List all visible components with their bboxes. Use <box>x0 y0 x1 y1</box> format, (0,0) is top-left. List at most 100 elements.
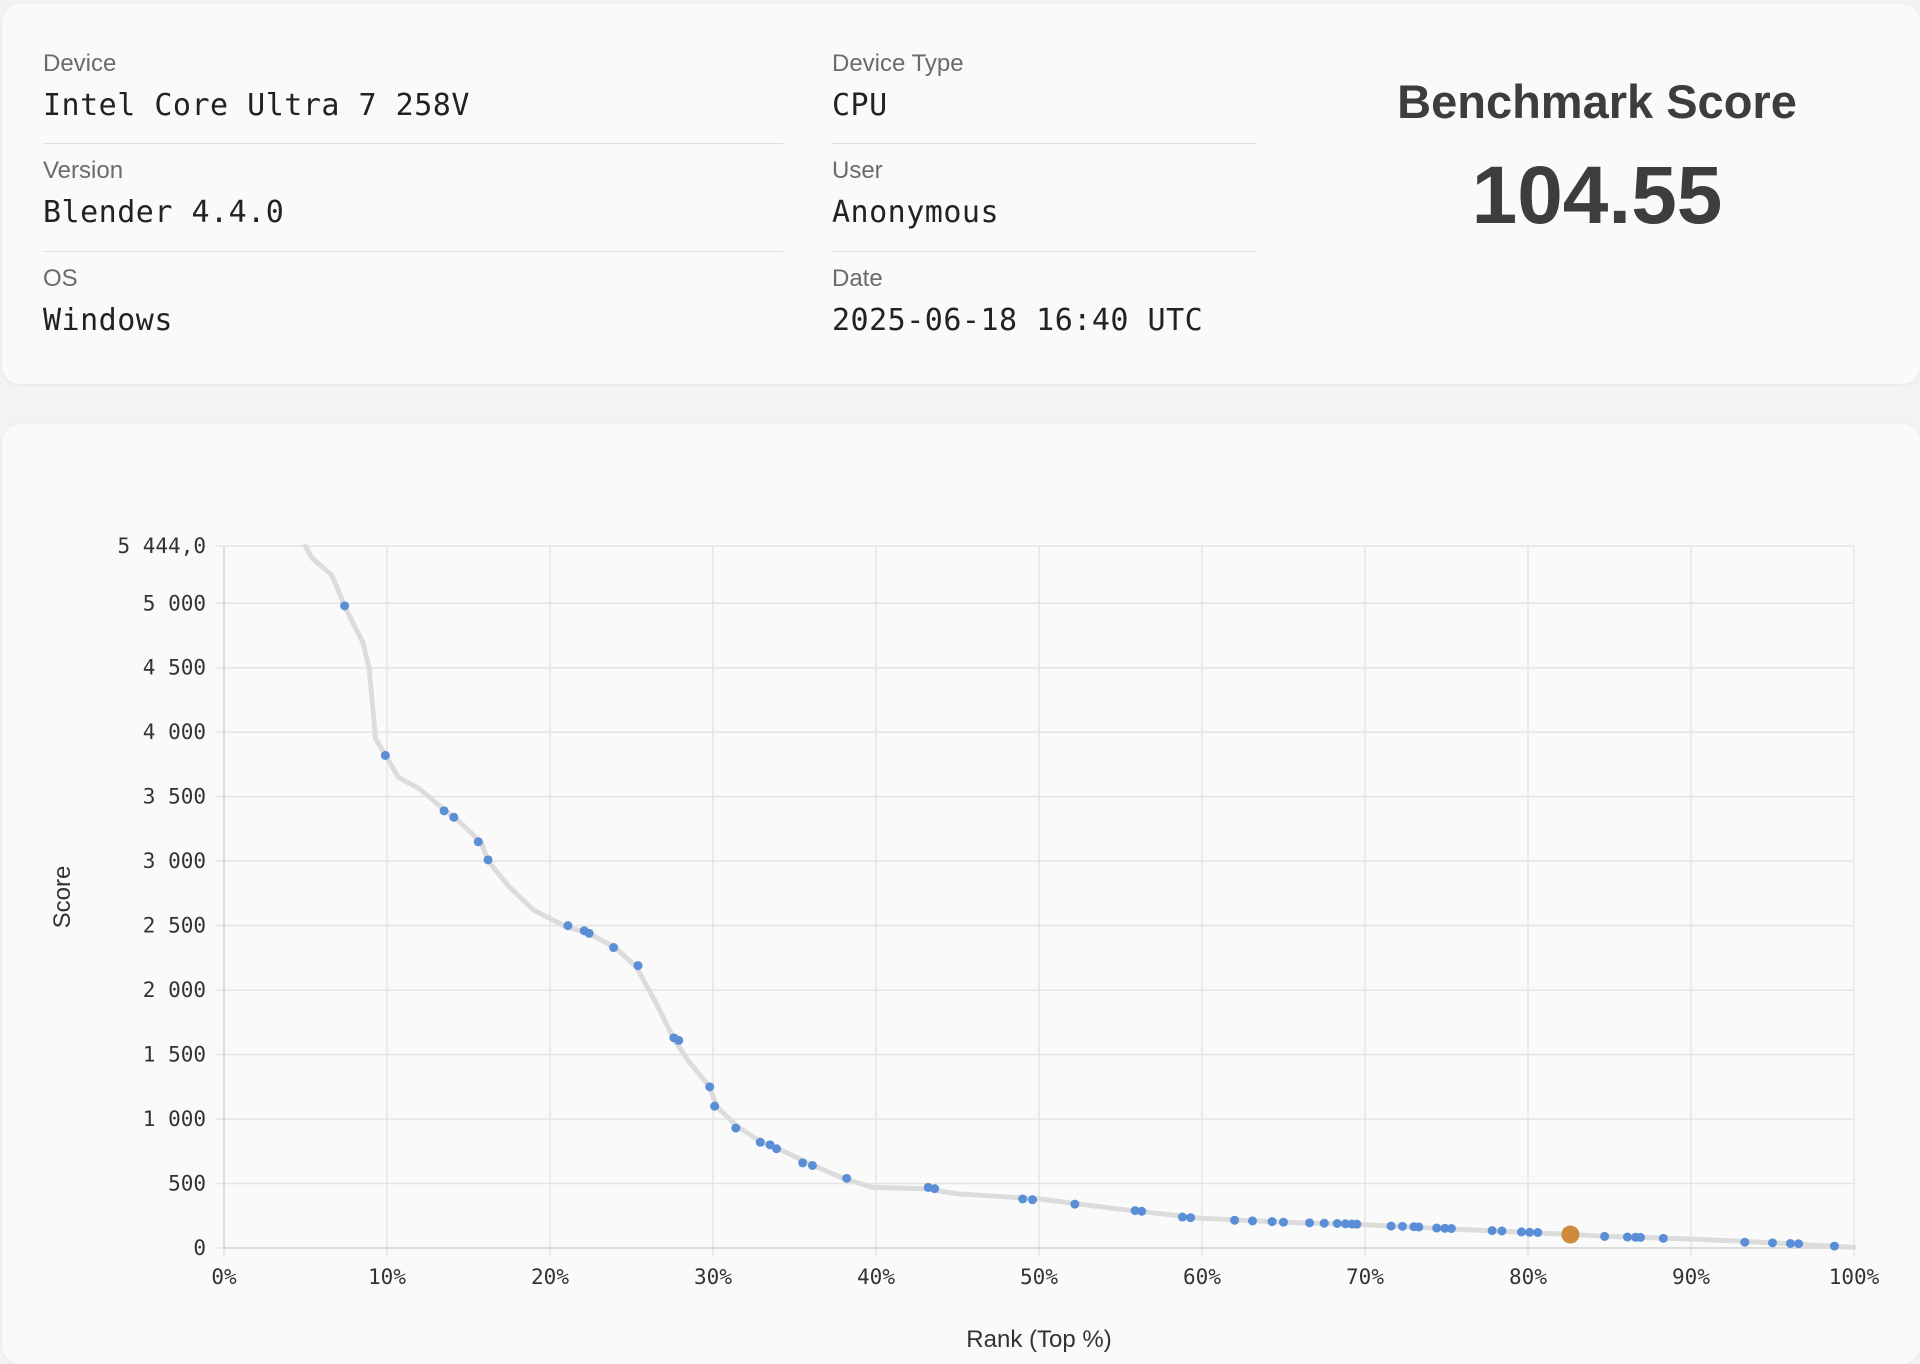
data-point <box>731 1123 741 1133</box>
data-point <box>1352 1219 1362 1229</box>
x-tick-label: 40% <box>857 1265 895 1289</box>
version-label: Version <box>43 157 124 184</box>
data-point <box>1635 1232 1645 1242</box>
data-point <box>1186 1213 1196 1223</box>
x-tick-label: 80% <box>1509 1265 1547 1289</box>
data-point <box>1230 1215 1240 1225</box>
data-point <box>1487 1226 1497 1236</box>
data-point <box>842 1173 852 1183</box>
tick-labels: 0% 10% 20% 30% 40% 50% 60% 70% 80% 90% 100% 0 500 1 0… <box>117 534 1879 1289</box>
y-tick-label: 4 500 <box>143 656 206 680</box>
user-label: User <box>832 157 883 184</box>
version-field: Version Blender 4.4.0 <box>43 157 783 230</box>
data-point <box>1740 1237 1750 1247</box>
os-field: OS Windows <box>43 265 783 338</box>
device-value: Intel Core Ultra 7 258V <box>43 88 470 123</box>
data-point <box>1533 1228 1543 1238</box>
data-point <box>1070 1199 1080 1209</box>
data-point <box>1829 1241 1839 1251</box>
y-tick-label: 5 000 <box>143 591 206 615</box>
x-tick-label: 30% <box>694 1265 732 1289</box>
y-axis-title: Score <box>49 866 76 929</box>
x-tick-label: 20% <box>531 1265 569 1289</box>
y-tick-label: 5 444,0 <box>117 534 206 558</box>
divider <box>832 251 1256 252</box>
divider <box>832 143 1256 144</box>
divider <box>43 143 783 144</box>
x-tick-label: 50% <box>1020 1265 1058 1289</box>
data-point <box>1785 1238 1795 1248</box>
score-title: Benchmark Score <box>1397 75 1797 128</box>
data-point <box>1027 1195 1037 1205</box>
data-point <box>563 921 573 931</box>
data-point <box>930 1184 940 1194</box>
data-point <box>1432 1223 1442 1233</box>
x-axis-title: Rank (Top %) <box>966 1326 1111 1353</box>
data-point <box>1768 1238 1777 1248</box>
data-point <box>1279 1217 1288 1227</box>
current-result <box>1561 1225 1580 1244</box>
data-point <box>1397 1221 1407 1231</box>
data-point <box>755 1137 765 1147</box>
grid <box>216 545 1855 1256</box>
data-point <box>1658 1233 1668 1243</box>
data-point <box>609 943 619 953</box>
data-point <box>1794 1239 1804 1249</box>
data-point <box>1600 1231 1610 1241</box>
data-point <box>1305 1218 1315 1228</box>
data-point <box>1137 1206 1147 1216</box>
x-tick-label: 70% <box>1346 1265 1384 1289</box>
y-tick-label: 500 <box>168 1172 206 1196</box>
data-point <box>584 928 594 938</box>
highlight-point <box>1561 1225 1580 1244</box>
y-tick-label: 2 500 <box>143 914 206 938</box>
data-points <box>340 601 1839 1251</box>
data-point <box>1248 1216 1258 1226</box>
data-point <box>1130 1206 1140 1216</box>
data-point <box>710 1101 720 1111</box>
chart-card <box>2 424 1920 1364</box>
data-point <box>1516 1227 1526 1237</box>
benchmark-score: Benchmark Score 104.55 <box>1292 74 1902 243</box>
divider <box>43 251 783 252</box>
y-tick-label: 3 500 <box>143 785 206 809</box>
score-value: 104.55 <box>1471 150 1723 241</box>
x-tick-label: 0% <box>211 1265 237 1289</box>
data-point <box>1414 1222 1424 1232</box>
date-value: 2025-06-18 16:40 UTC <box>832 303 1204 338</box>
version-value: Blender 4.4.0 <box>43 195 285 230</box>
data-point <box>1319 1218 1329 1228</box>
device-type-value: CPU <box>832 88 888 123</box>
data-point <box>798 1158 808 1168</box>
x-tick-label: 100% <box>1829 1265 1880 1289</box>
y-tick-label: 1 000 <box>143 1107 206 1131</box>
axes <box>223 546 1854 1249</box>
data-point <box>674 1035 684 1045</box>
data-point <box>765 1140 775 1150</box>
y-tick-label: 0 <box>193 1236 206 1260</box>
data-point <box>380 750 390 760</box>
data-point <box>633 961 643 971</box>
y-tick-label: 1 500 <box>143 1043 206 1067</box>
data-point <box>1386 1221 1396 1231</box>
data-point <box>1497 1226 1507 1236</box>
info-card: Device Intel Core Ultra 7 258V Version B… <box>2 4 1920 384</box>
data-point <box>1622 1232 1632 1242</box>
user-field: User Anonymous <box>832 157 1256 230</box>
x-tick-label: 60% <box>1183 1265 1221 1289</box>
data-point <box>705 1082 715 1092</box>
x-tick-label: 10% <box>368 1265 406 1289</box>
data-point <box>483 855 493 865</box>
device-type-field: Device Type CPU <box>832 50 1256 123</box>
distribution-curve <box>303 543 1857 1250</box>
data-point <box>340 601 350 611</box>
os-value: Windows <box>43 303 173 338</box>
data-point <box>1018 1194 1028 1204</box>
y-tick-label: 3 000 <box>143 849 206 873</box>
y-tick-label: 2 000 <box>143 978 206 1002</box>
y-tick-label: 4 000 <box>143 720 206 744</box>
data-point <box>1440 1223 1450 1233</box>
date-field: Date 2025-06-18 16:40 UTC <box>832 265 1256 338</box>
data-point <box>439 806 449 816</box>
